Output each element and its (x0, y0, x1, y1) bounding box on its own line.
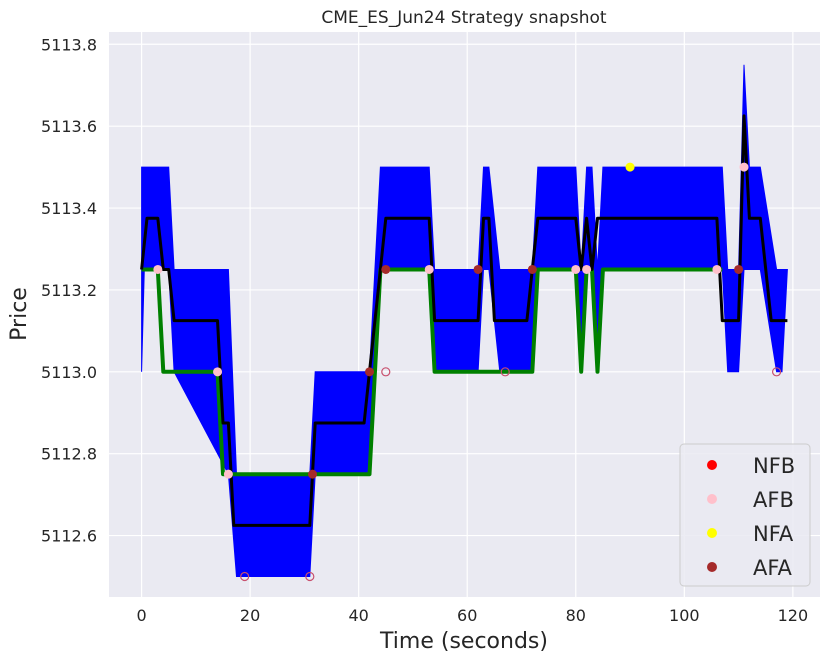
chart-title: CME_ES_Jun24 Strategy snapshot (321, 8, 607, 28)
y-tick-label: 5113.8 (41, 35, 97, 54)
legend-label-nfb: NFB (753, 454, 795, 478)
axis-ticks: 0 20 40 60 80 100 120 5112.6 5112.8 5113.0 5113.2 5… (41, 35, 808, 625)
legend-marker-nfb (707, 460, 717, 470)
y-tick-label: 5113.2 (41, 281, 97, 300)
x-tick-label: 60 (457, 606, 477, 625)
afb-marker (582, 264, 592, 274)
y-tick-label: 5112.8 (41, 445, 97, 464)
x-tick-label: 80 (566, 606, 586, 625)
open-circle-marker (240, 571, 250, 582)
y-axis-label: Price (7, 287, 32, 341)
afb-marker (712, 264, 722, 274)
legend-label-afa: AFA (753, 556, 793, 580)
y-tick-label: 5112.6 (41, 527, 97, 546)
afb-marker (223, 469, 233, 479)
afb-marker (571, 264, 581, 274)
afb-marker (739, 162, 749, 172)
legend: NFB AFB NFA AFA (679, 443, 811, 587)
legend-marker-afb (707, 494, 717, 504)
legend-box (679, 443, 811, 587)
y-tick-label: 5113.0 (41, 363, 97, 382)
afa-marker (527, 264, 537, 274)
afa-marker (473, 264, 483, 274)
x-tick-label: 40 (348, 606, 368, 625)
open-circle-marker (305, 571, 315, 582)
legend-label-nfa: NFA (753, 522, 794, 546)
x-tick-label: 120 (778, 606, 809, 625)
open-circle-marker (381, 367, 391, 377)
open-circle-marker (771, 367, 782, 377)
x-axis-label: Time (seconds) (379, 629, 548, 654)
x-tick-label: 20 (240, 606, 260, 625)
nfa-marker (625, 162, 635, 172)
mid-line (140, 114, 788, 527)
x-tick-label: 100 (669, 606, 700, 625)
afb-marker (424, 264, 434, 274)
afb-marker (213, 367, 223, 377)
legend-label-afb: AFB (753, 488, 794, 512)
y-tick-label: 5113.6 (41, 117, 97, 136)
x-tick-label: 0 (136, 606, 146, 625)
afa-marker (308, 469, 318, 479)
legend-marker-afa (707, 562, 717, 572)
open-circle-marker (500, 367, 510, 377)
afb-marker (153, 264, 163, 274)
legend-marker-nfa (707, 528, 717, 538)
y-tick-label: 5113.4 (41, 199, 97, 218)
afa-marker (734, 264, 744, 274)
event-markers (153, 162, 782, 582)
afa-marker (365, 367, 375, 377)
afa-marker (381, 264, 391, 274)
